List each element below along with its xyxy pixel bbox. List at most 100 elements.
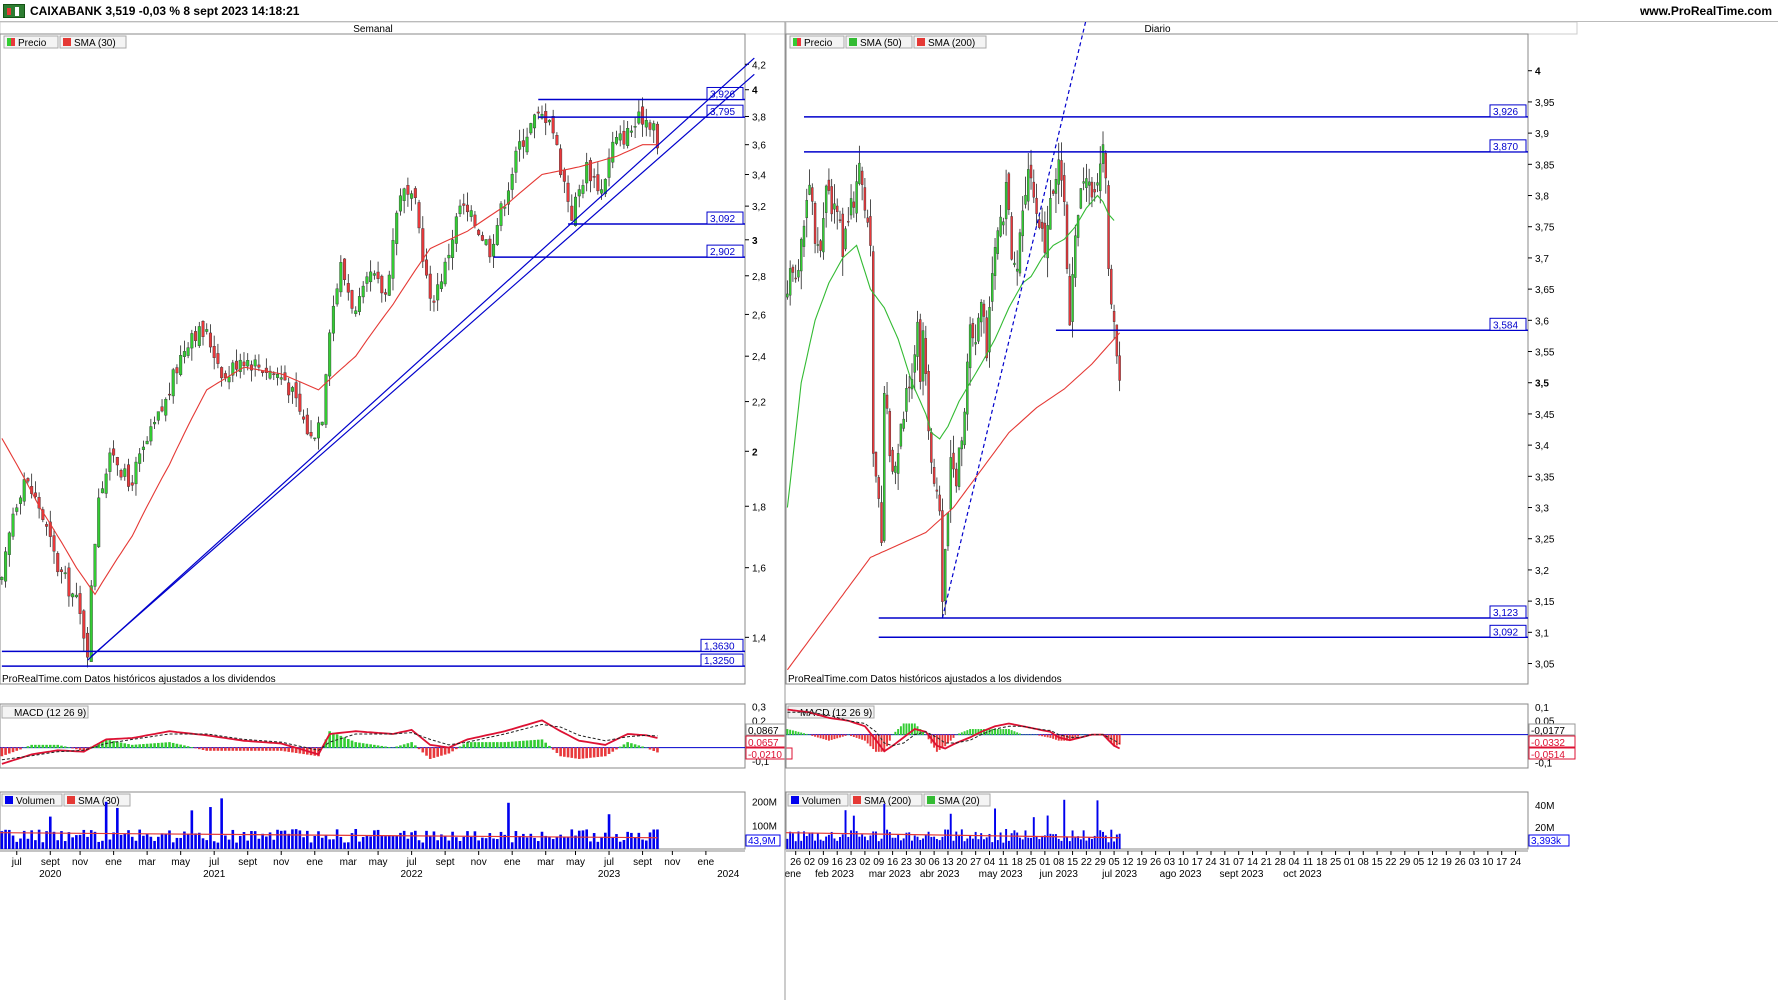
weekly-macd-hist-bar [127, 744, 130, 749]
daily-y-tick-label: 3,95 [1535, 98, 1555, 109]
daily-macd-hist-bar [971, 729, 974, 736]
daily-macd-hist-bar [1052, 734, 1055, 739]
weekly-volume-bar [183, 831, 186, 849]
weekly-candle [71, 593, 75, 598]
weekly-macd-hist-bar [253, 747, 257, 751]
weekly-volume-bar [175, 837, 179, 849]
weekly-panel: Semanal Precio SMA (30) 4,2 4 3,8 3,6 3,4 3,2 3 2,… [0, 22, 793, 880]
weekly-macd-hist-bar [294, 747, 298, 753]
prorealtime-logo-icon [3, 4, 25, 18]
daily-macd-hist-bar [1030, 734, 1032, 736]
weekly-candle [499, 203, 503, 226]
daily-volume-bar [922, 838, 925, 849]
daily-macd-hist-bar [1079, 734, 1082, 736]
daily-y-tick-label: 3,4 [1535, 441, 1549, 452]
daily-macd-y-tick-label: 0,05 [1535, 717, 1555, 728]
weekly-volume-bar [458, 841, 462, 849]
weekly-candle [298, 393, 302, 412]
daily-candle [999, 216, 1002, 237]
weekly-candle [566, 182, 570, 202]
daily-x-tick-label: 09 [873, 857, 885, 868]
weekly-volume-legend-swatch [5, 796, 13, 804]
weekly-x-tick-label: nov [471, 857, 487, 868]
weekly-macd-hist-bar [19, 747, 22, 750]
daily-candle [1057, 159, 1060, 185]
weekly-macd-frame [0, 703, 746, 769]
daily-x-period-label: abr 2023 [920, 869, 960, 880]
daily-macd-hist-bar [891, 734, 894, 736]
daily-volume-bar [991, 842, 994, 849]
weekly-macd-hist-bar [421, 747, 425, 753]
weekly-candle [525, 136, 529, 153]
daily-y-tick-label: 3,9 [1535, 129, 1549, 140]
weekly-volume-bar [97, 841, 101, 849]
weekly-macd-hist-bar [134, 744, 138, 749]
weekly-candle [253, 359, 257, 367]
daily-x-tick-label: 10 [1482, 857, 1494, 868]
daily-macd-hist-bar [949, 734, 952, 741]
weekly-candle [365, 276, 369, 284]
weekly-macd-hist-bar [242, 747, 246, 751]
weekly-candle [354, 310, 358, 314]
weekly-volume-bar [522, 833, 525, 849]
daily-candle [1021, 210, 1024, 237]
daily-candle [982, 303, 986, 317]
weekly-volume-bar [224, 835, 227, 849]
weekly-volume-bar [414, 830, 417, 849]
weekly-macd-hist-bar [641, 746, 644, 749]
daily-y-tick-label: 3,15 [1535, 597, 1555, 608]
daily-volume-bar [1113, 841, 1116, 849]
daily-x-tick-label: 26 [1150, 857, 1162, 868]
daily-volume-bar [958, 836, 961, 849]
weekly-candle [156, 411, 160, 421]
weekly-candle [555, 135, 559, 145]
weekly-x-period-label: 2024 [717, 869, 740, 880]
weekly-candle [655, 123, 659, 149]
weekly-candle [149, 426, 153, 442]
daily-macd-hist-bar [1002, 729, 1005, 736]
weekly-candle [581, 185, 585, 194]
weekly-volume-bar [313, 835, 317, 849]
weekly-candle [316, 422, 320, 439]
weekly-macd-hist-bar [108, 740, 112, 749]
daily-candle [1096, 182, 1099, 186]
daily-y-tick-label: 3,2 [1535, 566, 1549, 577]
daily-macd-hist-bar [814, 734, 817, 737]
daily-candle [921, 330, 925, 382]
weekly-volume-bar [127, 830, 130, 849]
daily-candle [1090, 181, 1094, 198]
weekly-volume-bar [544, 835, 548, 849]
weekly-volume-bar [19, 838, 22, 849]
weekly-macd-hist-bar [34, 744, 37, 749]
daily-x-tick-label: 21 [1261, 857, 1273, 868]
daily-volume-bar [911, 840, 913, 849]
weekly-x-tick-label: sept [41, 857, 60, 868]
daily-macd-hist-bar [1066, 734, 1068, 741]
weekly-macd-hist-bar [30, 744, 33, 749]
weekly-legend-swatch-up [7, 38, 11, 46]
weekly-macd-hist-bar [201, 747, 205, 750]
daily-x-period-label: sept 2023 [1219, 869, 1263, 880]
daily-volume-bar [1002, 842, 1005, 849]
weekly-candle [179, 355, 183, 375]
weekly-volume-bar [440, 834, 443, 849]
daily-candle [844, 228, 847, 250]
daily-candle [1043, 222, 1047, 253]
weekly-legend-label: SMA (30) [74, 38, 116, 49]
weekly-macd-hist-bar [8, 747, 11, 754]
weekly-volume-bar [637, 832, 641, 849]
weekly-volume-bar [604, 832, 607, 849]
daily-macd-line [787, 708, 1121, 753]
weekly-candle [100, 488, 104, 494]
weekly-macd-hist-bar [499, 742, 503, 749]
daily-candle [863, 187, 867, 211]
site-link[interactable]: www.ProRealTime.com [1639, 4, 1772, 18]
weekly-volume-bar [596, 841, 600, 849]
daily-macd-hist-bar [825, 734, 828, 740]
weekly-candle [331, 305, 335, 334]
weekly-volume-bar [402, 830, 406, 849]
weekly-macd-hist-bar [592, 747, 596, 758]
weekly-volume-bar [529, 833, 533, 849]
weekly-candle [439, 281, 443, 289]
weekly-macd-hist-bar [220, 747, 223, 751]
